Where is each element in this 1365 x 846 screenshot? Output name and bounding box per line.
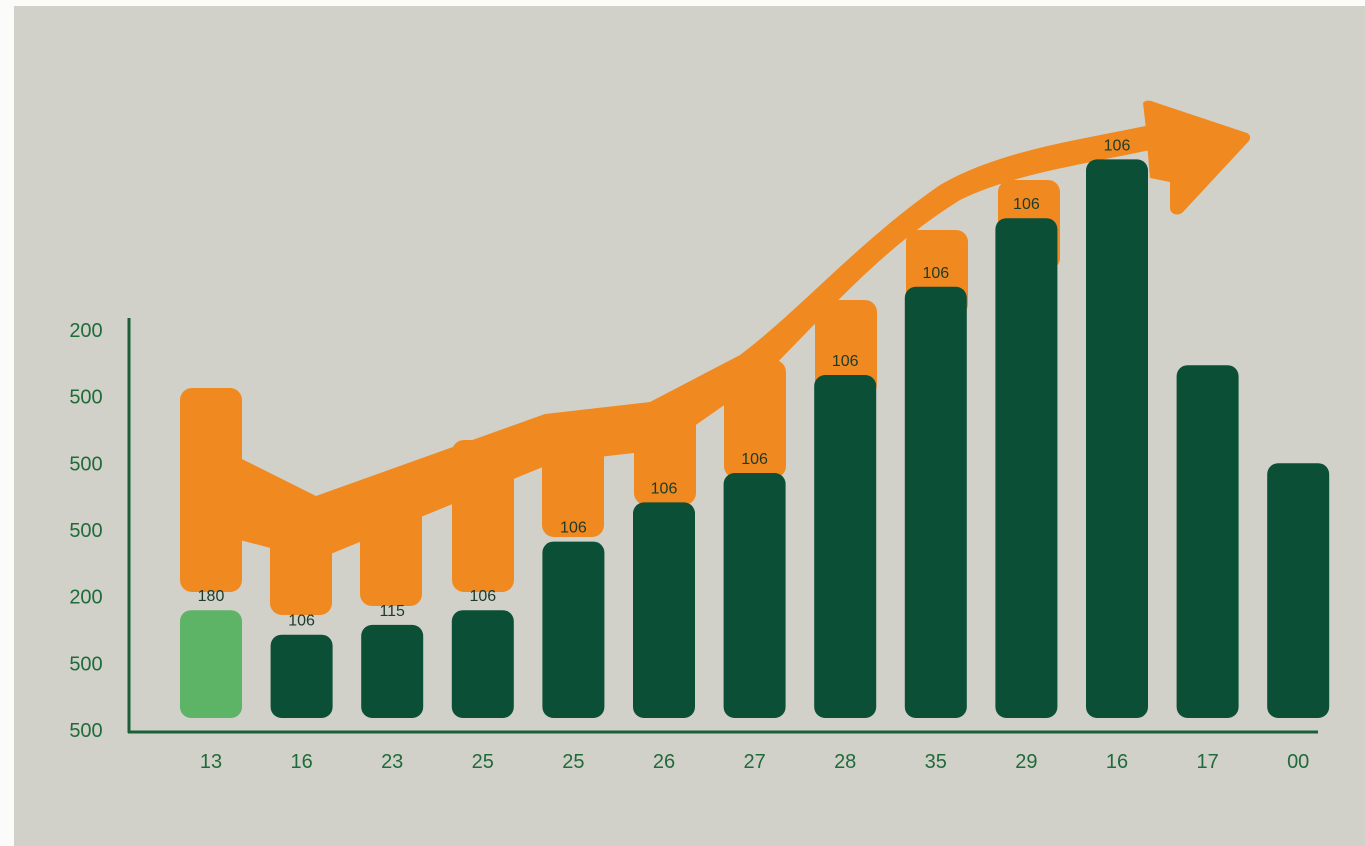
data-label-1: 106	[288, 613, 315, 630]
x-tick-label-0: 13	[200, 751, 222, 773]
bar-12	[1267, 463, 1330, 718]
y-tick-label-6: 500	[69, 720, 102, 742]
data-labels-group: 180 106 115 106 106 106 106 106 106 106 106	[198, 137, 1131, 629]
bar-9	[995, 218, 1058, 718]
x-tick-label-8: 35	[925, 751, 947, 773]
y-tick-label-0: 200	[69, 320, 102, 342]
bar-4	[542, 541, 605, 718]
data-label-8: 106	[922, 265, 949, 282]
arrow-band	[210, 125, 1150, 560]
x-tick-label-11: 17	[1196, 751, 1218, 773]
x-tick-label-4: 25	[562, 751, 584, 773]
bar-6	[723, 473, 786, 718]
y-tick-label-2: 500	[69, 453, 102, 475]
data-label-7: 106	[832, 353, 859, 370]
data-label-9: 106	[1013, 196, 1040, 213]
bar-10	[1086, 159, 1148, 718]
bar-0	[180, 610, 242, 718]
bar-3	[451, 610, 514, 718]
x-tick-label-10: 16	[1106, 751, 1128, 773]
x-tick-label-5: 26	[653, 751, 675, 773]
bar-5	[633, 502, 695, 718]
bar-8	[904, 286, 967, 718]
axes-group: 200 500 500 500 200 500 500 13 16 23 25 25 26 27 28 35 2…	[69, 318, 1318, 773]
data-label-3: 106	[469, 588, 496, 605]
data-label-5: 106	[651, 480, 678, 497]
y-tick-label-5: 500	[69, 653, 102, 675]
bar-11	[1176, 365, 1239, 718]
arrow-head	[1143, 100, 1251, 215]
x-tick-label-9: 29	[1015, 751, 1037, 773]
y-tick-label-3: 500	[69, 520, 102, 542]
x-tick-label-12: 00	[1287, 751, 1309, 773]
data-label-2: 115	[379, 603, 405, 620]
x-tick-label-2: 23	[381, 751, 403, 773]
arrow-tab-7	[815, 300, 877, 396]
x-tick-label-6: 27	[743, 751, 765, 773]
data-label-0: 180	[198, 588, 225, 605]
data-label-10: 106	[1104, 137, 1131, 154]
bar-2	[361, 624, 424, 718]
x-tick-label-1: 16	[290, 751, 312, 773]
y-tick-label-4: 200	[69, 587, 102, 609]
bar-7	[814, 375, 877, 718]
x-tick-label-7: 28	[834, 751, 856, 773]
data-label-4: 106	[560, 520, 587, 537]
y-tick-label-1: 500	[69, 387, 102, 409]
bars-group	[180, 159, 1330, 718]
data-label-6: 106	[741, 451, 768, 468]
bar-1	[270, 634, 333, 718]
x-tick-label-3: 25	[472, 751, 494, 773]
